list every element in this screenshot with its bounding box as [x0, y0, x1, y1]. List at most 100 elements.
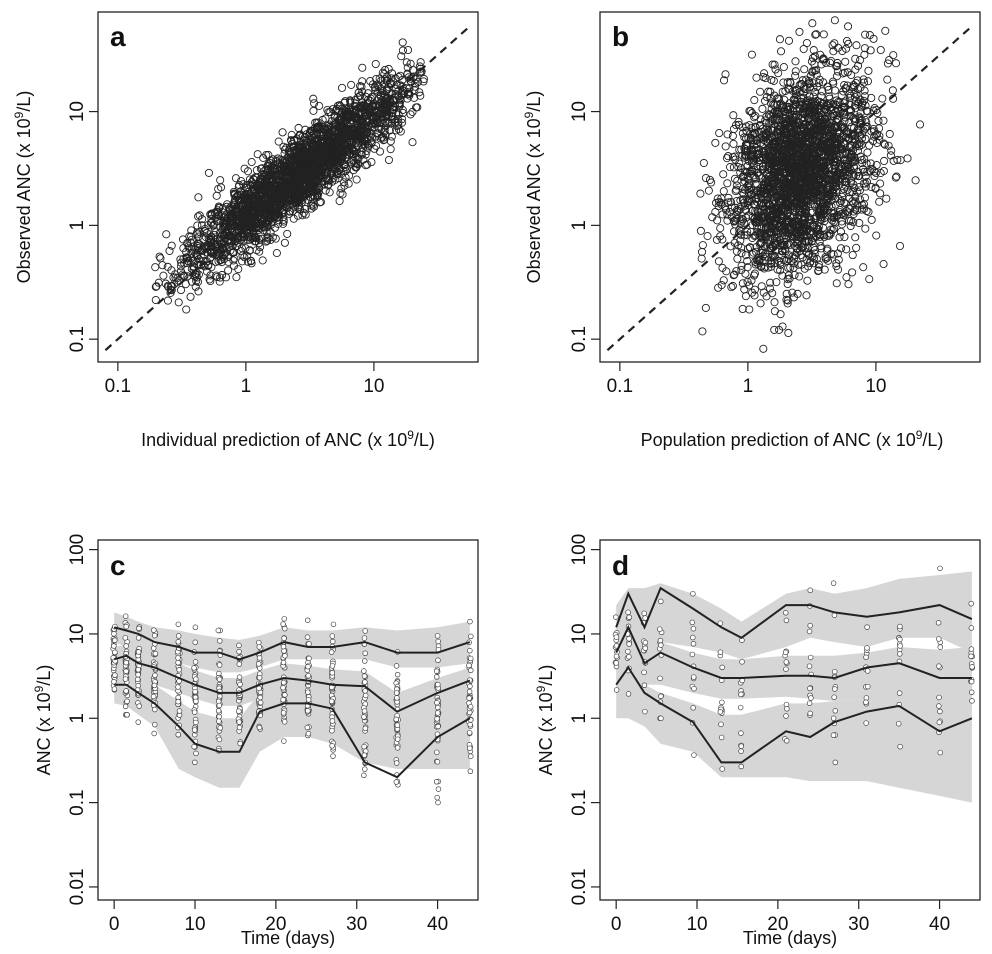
scatter-point	[389, 95, 398, 105]
scatter-point	[204, 168, 213, 177]
scatter-point	[259, 226, 268, 235]
scatter-point	[223, 213, 233, 222]
scatter-point	[380, 75, 389, 84]
scatter-point	[259, 153, 268, 162]
scatter-point	[721, 142, 730, 151]
scatter-point	[246, 216, 255, 225]
scatter-point	[829, 217, 838, 226]
panel-a-xlabel-unit: /L)	[414, 430, 435, 450]
scatter-point	[845, 216, 854, 225]
panel-a-y-axis-title: Observed ANC (x 109/L)	[12, 91, 34, 284]
scatter-point	[261, 218, 271, 227]
scatter-point	[241, 244, 250, 253]
scatter-point	[155, 252, 164, 261]
scatter-point	[711, 138, 720, 147]
scatter-point	[911, 176, 920, 185]
scatter-point	[368, 123, 377, 132]
scatter-point	[246, 181, 256, 190]
scatter-point	[856, 55, 865, 65]
scatter-point	[861, 134, 870, 143]
scatter-point	[815, 104, 825, 113]
scatter-point	[834, 265, 843, 274]
scatter-point	[768, 205, 778, 214]
scatter-point	[851, 54, 860, 63]
scatter-point	[151, 282, 160, 291]
scatter-point	[826, 58, 835, 67]
scatter-point	[745, 305, 754, 314]
scatter-point	[737, 145, 746, 154]
scatter-point	[866, 159, 875, 168]
scatter-point	[737, 243, 746, 252]
scatter-point	[347, 80, 356, 89]
scatter-point	[773, 106, 782, 115]
scatter-point	[770, 133, 779, 143]
scatter-point	[737, 217, 746, 226]
scatter-point	[828, 41, 837, 50]
scatter-point	[745, 243, 755, 252]
scatter-point	[286, 136, 295, 145]
scatter-point	[704, 186, 713, 195]
scatter-point	[338, 83, 347, 92]
scatter-point	[851, 205, 860, 214]
scatter-point	[881, 26, 890, 35]
scatter-point	[858, 165, 868, 174]
scatter-point	[752, 194, 761, 204]
scatter-point	[865, 31, 874, 40]
scatter-point	[235, 195, 244, 204]
scatter-point	[727, 283, 736, 292]
panel-b-marks	[606, 16, 972, 353]
scatter-point	[399, 108, 408, 118]
scatter-point	[891, 59, 901, 68]
scatter-point	[855, 218, 864, 228]
scatter-point	[281, 158, 290, 167]
scatter-point	[776, 266, 785, 275]
scatter-point	[834, 97, 843, 107]
scatter-point	[751, 180, 760, 189]
scatter-point	[203, 248, 212, 257]
scatter-point	[187, 226, 196, 235]
scatter-point	[866, 167, 875, 176]
scatter-point	[847, 106, 856, 115]
scatter-point	[159, 271, 168, 280]
scatter-point	[722, 267, 731, 276]
scatter-point	[841, 156, 850, 165]
scatter-point	[863, 77, 872, 86]
scatter-point	[338, 190, 347, 199]
scatter-point	[849, 162, 858, 171]
scatter-point	[809, 46, 818, 55]
scatter-point	[408, 138, 417, 147]
scatter-point	[350, 159, 359, 168]
scatter-point	[402, 58, 411, 67]
scatter-point	[734, 117, 743, 126]
panel-a-x-axis-title: Individual prediction of ANC (x 109/L)	[141, 428, 435, 450]
scatter-point	[356, 134, 365, 143]
scatter-point	[824, 132, 833, 141]
scatter-point	[167, 266, 176, 275]
scatter-point	[820, 265, 829, 274]
scatter-point	[224, 257, 233, 266]
scatter-point	[222, 200, 232, 209]
scatter-point	[304, 176, 313, 186]
scatter-point	[307, 204, 316, 213]
scatter-point	[807, 237, 816, 246]
scatter-point	[805, 215, 814, 224]
scatter-point	[257, 174, 266, 183]
scatter-point	[732, 205, 742, 214]
scatter-point	[830, 39, 839, 48]
scatter-point	[819, 210, 828, 219]
scatter-point	[833, 67, 842, 76]
scatter-point	[212, 191, 221, 200]
scatter-point	[271, 234, 280, 243]
scatter-point	[719, 187, 728, 196]
scatter-point	[182, 305, 191, 314]
scatter-point	[778, 271, 787, 280]
scatter-point	[699, 158, 708, 168]
scatter-point	[322, 173, 332, 182]
scatter-point	[728, 281, 737, 291]
scatter-point	[294, 123, 303, 133]
scatter-point	[263, 217, 272, 226]
scatter-point	[371, 118, 380, 127]
scatter-point	[851, 65, 860, 74]
scatter-point	[822, 58, 831, 67]
